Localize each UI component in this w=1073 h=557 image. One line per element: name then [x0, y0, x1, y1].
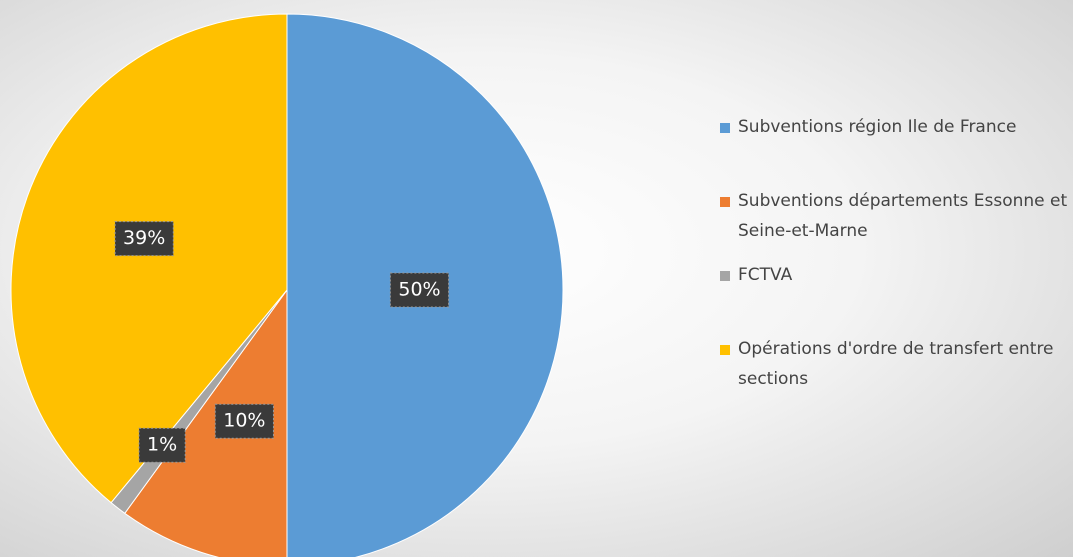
- legend-item: Subventions départements Essonne et Sein…: [712, 186, 1073, 260]
- pie-slice: [124, 288, 288, 557]
- legend-label: Opérations d'ordre de transfert entre se…: [738, 339, 1054, 389]
- data-label: 1%: [138, 427, 186, 463]
- data-label-box: [138, 427, 186, 463]
- data-label: 50%: [389, 272, 450, 308]
- data-label-text: 39%: [123, 227, 165, 249]
- legend-item: Opérations d'ordre de transfert entre se…: [712, 334, 1073, 408]
- data-label-box: [114, 221, 174, 257]
- legend-label: Subventions départements Essonne et Sein…: [738, 191, 1068, 241]
- legend-swatch: [720, 123, 730, 133]
- data-label-text: 10%: [223, 410, 265, 432]
- legend-label: FCTVA: [738, 265, 793, 285]
- pie-slice: [10, 13, 288, 504]
- legend-swatch: [720, 197, 730, 207]
- legend-item: FCTVA: [712, 260, 1073, 334]
- legend-label: Subventions région Ile de France: [738, 117, 1017, 137]
- data-label-text: 1%: [147, 434, 177, 456]
- data-label-box: [214, 403, 274, 439]
- legend: Subventions région Ile de France Subventi…: [712, 112, 1073, 408]
- data-label-text: 50%: [398, 279, 440, 301]
- legend-item: Subventions région Ile de France: [712, 112, 1073, 186]
- legend-swatch: [720, 345, 730, 355]
- data-label-box: [389, 272, 450, 308]
- data-label: 10%: [214, 403, 274, 439]
- data-label: 39%: [114, 221, 174, 257]
- legend-swatch: [720, 271, 730, 281]
